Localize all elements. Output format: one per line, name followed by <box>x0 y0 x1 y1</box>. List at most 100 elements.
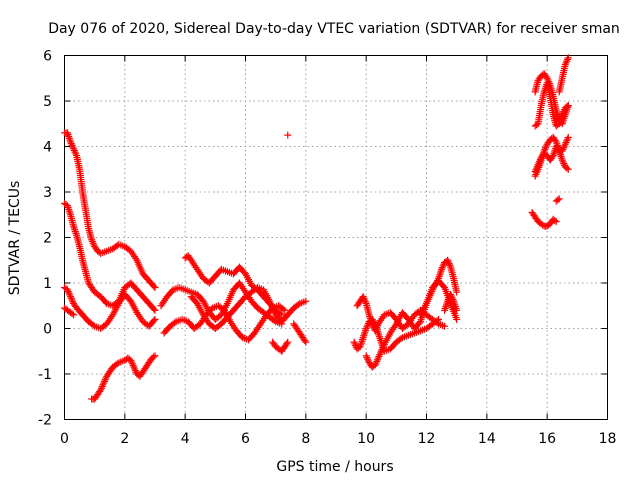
data-point-trace-n <box>361 296 369 304</box>
data-point-trace-b <box>71 228 79 236</box>
data-point-trace-q <box>442 303 450 311</box>
data-point-trace-c <box>65 289 73 297</box>
data-point-trace-e <box>131 367 139 375</box>
data-point-trace-a <box>68 141 76 149</box>
data-point-trace-b <box>66 209 74 217</box>
data-point-trace-e <box>131 365 139 373</box>
data-point-trace-t <box>564 55 572 63</box>
data-point-trace-q <box>448 294 456 302</box>
data-point-trace-v <box>533 162 541 170</box>
data-point-trace-u <box>563 164 571 172</box>
data-point-trace-p <box>438 265 446 273</box>
x-tick-label: 0 <box>60 431 69 447</box>
data-point-trace-e <box>128 360 136 368</box>
data-point-trace-e <box>128 358 136 366</box>
data-point-trace-m <box>363 323 371 331</box>
data-point-trace-o <box>379 344 387 352</box>
data-point-trace-o <box>374 354 382 362</box>
data-point-trace-n <box>373 322 381 330</box>
data-point-trace-a <box>72 150 80 158</box>
y-tick-label: 2 <box>43 231 52 247</box>
data-point-trace-p <box>444 256 452 264</box>
data-point-trace-u <box>564 165 572 173</box>
data-point-trace-o <box>376 351 384 359</box>
data-point-trace-u <box>560 160 568 168</box>
data-point-trace-u <box>559 158 567 166</box>
data-point-trace-x <box>554 196 562 204</box>
data-point-trace-s <box>560 107 568 115</box>
data-point-trace-n <box>361 298 369 306</box>
data-point-trace-o <box>373 356 381 364</box>
data-point-trace-c <box>64 288 72 296</box>
data-point-trace-n <box>360 294 368 302</box>
data-point-trace-c <box>68 296 76 304</box>
y-tick-label: 0 <box>43 322 52 338</box>
data-point-trace-m <box>359 335 367 343</box>
y-tick-label: 5 <box>43 94 52 110</box>
data-point-trace-v <box>534 161 542 169</box>
data-point-trace-q <box>453 306 461 314</box>
data-point-trace-v <box>535 159 543 167</box>
chart-title: Day 076 of 2020, Sidereal Day-to-day VTE… <box>48 21 620 37</box>
data-point-trace-a <box>151 284 159 292</box>
x-tick-label: 4 <box>181 431 190 447</box>
data-point-trace-m <box>358 337 366 345</box>
data-point-trace-d <box>70 311 78 319</box>
data-point-trace-c <box>89 321 97 329</box>
data-point-trace-d <box>68 310 76 318</box>
data-point-trace-i <box>294 301 302 309</box>
data-point-trace-w <box>539 221 547 229</box>
data-point-trace-e <box>101 376 109 384</box>
data-point-trace-n <box>373 323 381 331</box>
data-point-trace-b <box>72 229 80 237</box>
data-point-trace-o <box>373 357 381 365</box>
data-point-trace-t <box>561 61 569 69</box>
data-point-trace-e <box>99 381 107 389</box>
data-point-trace-e <box>97 384 105 392</box>
data-point-trace-p <box>439 262 447 270</box>
x-tick-label: 12 <box>418 431 436 447</box>
data-point-trace-p <box>444 258 452 266</box>
data-point-trace-e <box>127 356 135 364</box>
data-point-trace-t <box>562 59 570 67</box>
x-tick-labels: 0 2 4 6 8 10 12 14 16 18 <box>60 431 616 447</box>
data-point-trace-m <box>360 332 368 340</box>
data-point-trace-u <box>542 144 550 152</box>
x-tick-label: 6 <box>241 431 250 447</box>
data-point-trace-p <box>453 288 461 296</box>
y-tick-labels: -2 -1 0 1 2 3 4 5 6 <box>38 49 52 429</box>
data-point-trace-b <box>70 224 78 232</box>
data-point-trace-l <box>302 338 310 346</box>
data-point-trace-m <box>375 333 383 341</box>
data-point-trace-j <box>284 338 292 346</box>
data-point-trace-n <box>433 319 441 327</box>
data-point-trace-f <box>270 317 278 325</box>
x-tick-label: 14 <box>478 431 496 447</box>
y-tick-label: -2 <box>38 413 52 429</box>
data-point-trace-w <box>551 216 559 224</box>
data-point-trace-w <box>552 218 560 226</box>
data-point-trace-e <box>149 353 157 361</box>
data-point-trace-v <box>564 133 572 141</box>
data-point-trace-c <box>150 317 158 325</box>
data-point-trace-q <box>441 306 449 314</box>
y-tick-label: -1 <box>38 367 52 383</box>
data-point-trace-t <box>564 54 572 62</box>
data-point-trace-a <box>71 148 79 156</box>
y-axis-label: SDTVAR / TECUs <box>7 181 23 296</box>
data-point-trace-h <box>281 306 289 314</box>
x-tick-label: 16 <box>538 431 556 447</box>
data-point-trace-m <box>360 330 368 338</box>
data-point-trace-q <box>441 304 449 312</box>
data-point-trace-o <box>376 349 384 357</box>
data-point-trace-o <box>371 361 379 369</box>
data-point-trace-a <box>150 282 158 290</box>
y-tick-label: 1 <box>43 276 52 292</box>
data-point-trace-s <box>563 103 571 111</box>
data-point-trace-v <box>563 137 571 145</box>
x-tick-label: 10 <box>357 431 375 447</box>
data-point-trace-n <box>368 320 376 328</box>
data-point-trace-o <box>453 315 461 323</box>
data-point-trace-c <box>67 293 75 301</box>
data-point-trace-o <box>380 342 388 350</box>
